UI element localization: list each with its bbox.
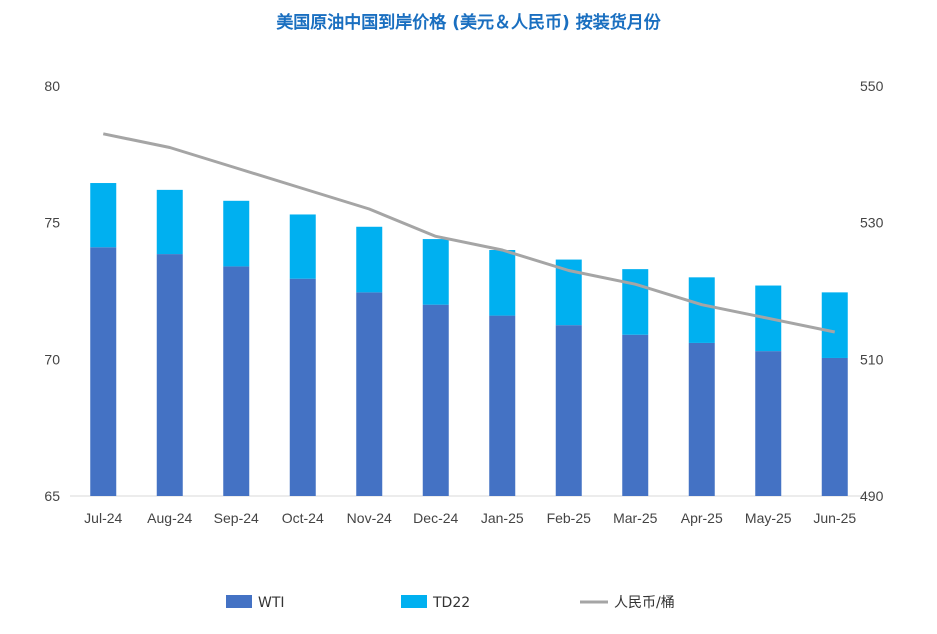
x-tick-label: Sep-24 <box>214 510 259 526</box>
chart-title: 美国原油中国到岸价格 (美元＆人民币) 按装货月份 <box>276 13 661 33</box>
bar-wti-Jul-24 <box>90 247 117 496</box>
bar-td22-Aug-24 <box>156 189 183 255</box>
y-left-tick-label: 65 <box>44 488 60 504</box>
y-left-tick-label: 75 <box>44 215 60 231</box>
y-right-tick-label: 510 <box>860 351 884 367</box>
bar-td22-Oct-24 <box>289 214 316 279</box>
x-tick-label: Jan-25 <box>481 510 524 526</box>
x-tick-label: Mar-25 <box>613 510 658 526</box>
x-tick-label: Aug-24 <box>147 510 192 526</box>
bar-td22-Apr-25 <box>688 277 715 343</box>
bar-td22-Jan-25 <box>489 250 516 316</box>
x-tick-label: Jun-25 <box>813 510 856 526</box>
legend-swatch-td22 <box>401 595 427 608</box>
bar-wti-Sep-24 <box>223 266 250 496</box>
y-right-tick-label: 550 <box>860 78 884 94</box>
bar-td22-Jul-24 <box>90 183 117 248</box>
x-tick-label: Apr-25 <box>681 510 723 526</box>
x-tick-label: Feb-25 <box>547 510 592 526</box>
bar-wti-May-25 <box>755 351 782 496</box>
line-rmb-per-barrel <box>102 132 836 334</box>
bar-wti-Jun-25 <box>821 357 848 496</box>
bar-wti-Aug-24 <box>156 254 183 496</box>
legend-label-td22: TD22 <box>432 595 470 611</box>
bar-wti-Jan-25 <box>489 315 516 496</box>
bar-wti-Apr-25 <box>688 342 715 496</box>
y-left-tick-label: 70 <box>44 351 60 367</box>
x-tick-label: Nov-24 <box>347 510 392 526</box>
bar-wti-Feb-25 <box>555 325 582 496</box>
bar-td22-Dec-24 <box>422 239 449 305</box>
legend-label-wti: WTI <box>258 595 285 611</box>
x-tick-label: May-25 <box>745 510 792 526</box>
y-right-tick-label: 530 <box>860 215 884 231</box>
bar-td22-Nov-24 <box>356 226 383 293</box>
legend-swatch-wti <box>226 595 252 608</box>
x-tick-label: Oct-24 <box>282 510 324 526</box>
x-tick-label: Jul-24 <box>84 510 122 526</box>
bar-wti-Oct-24 <box>289 278 316 496</box>
bar-wti-Nov-24 <box>356 292 383 496</box>
bar-td22-Jun-25 <box>821 292 848 358</box>
legend-label-rmb: 人民币/桶 <box>614 595 675 611</box>
bar-wti-Dec-24 <box>422 304 449 496</box>
bar-td22-Sep-24 <box>223 200 250 267</box>
bar-td22-Mar-25 <box>622 269 649 335</box>
bar-wti-Mar-25 <box>622 334 649 496</box>
y-right-tick-label: 490 <box>860 488 884 504</box>
x-tick-label: Dec-24 <box>413 510 458 526</box>
y-left-tick-label: 80 <box>44 78 60 94</box>
